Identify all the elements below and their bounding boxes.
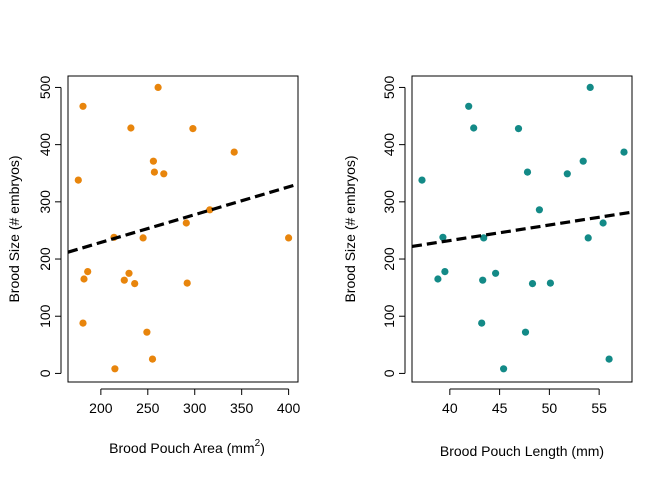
y-tick-label: 0	[37, 369, 53, 377]
x-tick-label: 50	[542, 400, 558, 416]
data-point	[584, 234, 592, 242]
x-axis-title: Brood Pouch Area (mm2)	[109, 438, 265, 456]
data-point	[523, 168, 532, 176]
x-tick-label: 45	[492, 400, 508, 416]
data-point	[131, 280, 139, 288]
data-point	[160, 170, 168, 178]
data-point	[74, 176, 82, 184]
y-tick-label: 300	[37, 190, 53, 214]
data-point	[206, 206, 214, 214]
x-tick-label: 350	[230, 400, 254, 416]
x-tick-label: 300	[183, 400, 207, 416]
y-axis: 0 100 200 300 400 500	[381, 76, 406, 377]
data-point	[111, 365, 119, 373]
y-tick-label: 100	[381, 304, 397, 328]
data-point	[492, 269, 500, 277]
data-point	[563, 170, 571, 178]
data-point	[478, 319, 486, 327]
data-point	[441, 268, 449, 276]
data-point	[535, 206, 544, 214]
scatter-panel-length: 40 45 50 55 0 100 200 300 400 500 Brood Pouch Le…	[342, 75, 633, 459]
data-point	[546, 279, 555, 287]
data-point	[285, 234, 293, 242]
data-point	[189, 125, 197, 133]
y-tick-label: 400	[381, 133, 397, 157]
y-axis-title: Brood Size (# embryos)	[342, 155, 358, 302]
x-tick-label: 400	[277, 400, 301, 416]
plot-frame	[67, 75, 299, 383]
plot-frame	[411, 75, 633, 383]
x-tick-label: 40	[442, 400, 458, 416]
data-point	[434, 275, 442, 283]
data-point	[143, 328, 151, 336]
data-point	[479, 276, 487, 284]
x-tick-label: 250	[136, 400, 160, 416]
y-tick-label: 300	[381, 190, 397, 214]
data-point	[579, 157, 587, 165]
data-point	[439, 233, 447, 241]
y-axis-title: Brood Size (# embryos)	[6, 155, 22, 302]
data-point	[120, 276, 128, 284]
data-point	[127, 124, 135, 132]
data-point	[79, 102, 87, 110]
y-axis: 0 100 200 300 400 500	[37, 76, 62, 377]
y-tick-label: 200	[37, 247, 53, 271]
trend-line	[411, 210, 633, 249]
data-point	[148, 355, 157, 363]
y-tick-label: 200	[381, 247, 397, 271]
data-point	[139, 234, 147, 242]
x-axis: 200 250 300 350 400	[89, 388, 301, 416]
y-tick-label: 500	[381, 76, 397, 100]
x-axis-title-superscript: 2	[255, 438, 261, 449]
data-point	[182, 219, 190, 227]
data-point	[80, 275, 88, 283]
y-tick-label: 0	[381, 369, 397, 377]
x-tick-label: 200	[89, 400, 113, 416]
scatter-panel-area: 200 250 300 350 400 0 100 200 300 400 500 Brood P…	[6, 75, 301, 456]
x-axis: 40 45 50 55	[442, 388, 607, 416]
data-point	[183, 279, 191, 287]
data-point	[154, 83, 162, 91]
x-axis-title: Brood Pouch Length (mm)	[440, 443, 604, 459]
data-point	[150, 168, 158, 176]
y-tick-label: 400	[37, 133, 53, 157]
x-tick-label: 55	[591, 400, 607, 416]
y-tick-label: 500	[37, 76, 53, 100]
data-points	[74, 83, 293, 373]
data-point	[605, 355, 613, 363]
data-point	[465, 102, 473, 110]
data-point	[125, 269, 133, 277]
data-points	[418, 83, 628, 373]
data-point	[84, 268, 92, 276]
data-point	[230, 148, 238, 156]
data-point	[480, 234, 488, 242]
data-point	[470, 124, 478, 132]
data-point	[514, 125, 523, 133]
data-point	[500, 365, 508, 373]
trend-line	[67, 182, 299, 254]
data-point	[528, 280, 537, 288]
data-point	[418, 176, 426, 184]
data-point	[586, 83, 594, 91]
data-point	[620, 148, 628, 156]
y-tick-label: 100	[37, 304, 53, 328]
data-point	[599, 219, 607, 227]
data-point	[521, 328, 530, 336]
data-point	[79, 319, 87, 327]
data-point	[149, 157, 157, 165]
